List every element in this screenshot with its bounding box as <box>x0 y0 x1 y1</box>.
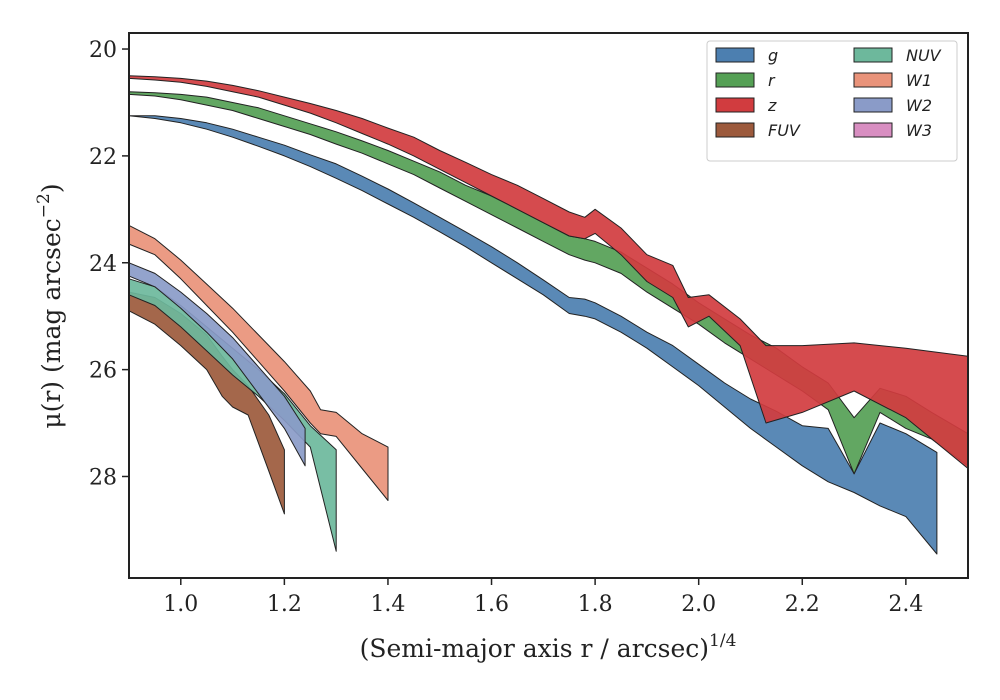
legend: grz FUV NUV W1 W2 W3 <box>706 40 958 162</box>
legend-label-z: z <box>767 96 777 115</box>
legend-label-w2: W2 <box>906 96 932 115</box>
legend-label-nuv: NUV <box>906 46 942 65</box>
legend-swatch-fuv <box>715 122 755 138</box>
x-axis-title-text: (Semi-major axis r / arcsec) <box>360 634 709 663</box>
legend-swatch-w1 <box>853 72 893 88</box>
legend-box <box>706 40 958 162</box>
x-tick-label: 1.4 <box>370 592 405 617</box>
legend-label-fuv: FUV <box>768 121 801 140</box>
series-layer <box>128 75 969 555</box>
y-tick-label: 26 <box>89 359 117 384</box>
legend-label-w3: W3 <box>906 121 932 140</box>
y-axis-title: μ(r) (mag arcsec−2) <box>34 183 66 428</box>
x-axis-title-exponent: 1/4 <box>709 631 736 651</box>
y-axis-title-exponent: −2 <box>34 193 54 218</box>
legend-label-g: g <box>768 46 778 65</box>
legend-swatch-g <box>715 47 755 63</box>
x-tick-label: 1.0 <box>163 592 198 617</box>
legend-swatch-w2 <box>853 97 893 113</box>
x-tick-label: 2.4 <box>888 592 923 617</box>
x-tick-label: 2.2 <box>785 592 820 617</box>
series-band-g <box>128 115 938 555</box>
x-axis: 1.0 1.2 1.4 1.6 1.8 2.0 2.2 2.4 <box>163 578 923 617</box>
x-tick-label: 2.0 <box>681 592 716 617</box>
x-tick-label: 1.8 <box>578 592 613 617</box>
x-tick-label: 1.2 <box>267 592 302 617</box>
x-tick-label: 1.6 <box>474 592 509 617</box>
legend-swatch-r <box>715 72 755 88</box>
y-axis-title-close: ) <box>37 183 66 193</box>
plot-frame <box>128 32 969 579</box>
legend-items: grz FUV NUV W1 W2 W3 <box>715 46 942 140</box>
y-tick-label: 24 <box>89 252 117 277</box>
series-band-w2 <box>128 262 306 467</box>
legend-label-r: r <box>768 71 776 90</box>
y-tick-label: 28 <box>89 465 117 490</box>
y-tick-label: 20 <box>89 38 117 63</box>
legend-swatch-w3 <box>853 122 893 138</box>
y-tick-label: 22 <box>89 145 117 170</box>
series-band-w1 <box>128 224 389 501</box>
legend-swatch-nuv <box>853 47 893 63</box>
y-axis-title-text: μ(r) (mag arcsec <box>37 218 66 428</box>
legend-swatch-z <box>715 97 755 113</box>
x-axis-title: (Semi-major axis r / arcsec)1/4 <box>360 631 737 663</box>
y-axis: 20 22 24 26 28 <box>89 38 129 490</box>
legend-label-w1: W1 <box>906 71 932 90</box>
